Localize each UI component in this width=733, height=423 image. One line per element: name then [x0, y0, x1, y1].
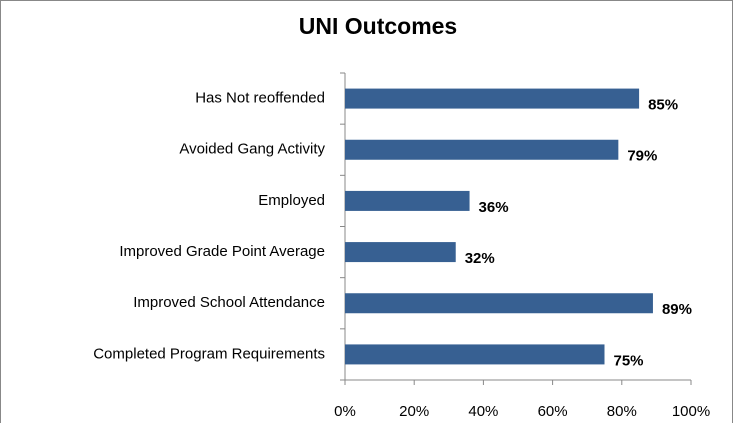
bar	[345, 293, 653, 314]
bar	[345, 242, 456, 263]
y-tick-label: Has Not reoffended	[195, 90, 325, 107]
bar	[345, 88, 640, 109]
bar	[345, 190, 470, 211]
y-tick-label: Completed Program Requirements	[93, 345, 325, 362]
value-label: 89%	[662, 301, 692, 318]
x-tick-label: 100%	[672, 403, 710, 420]
x-tick-label: 20%	[399, 403, 429, 420]
bar	[345, 139, 619, 160]
x-tick-label: 80%	[607, 403, 637, 420]
x-tick-label: 40%	[468, 403, 498, 420]
value-label: 32%	[465, 250, 495, 267]
y-tick-label: Avoided Gang Activity	[179, 141, 325, 158]
x-tick-label: 0%	[334, 403, 356, 420]
value-label: 36%	[479, 199, 509, 216]
y-tick-label: Improved Grade Point Average	[119, 243, 325, 260]
bar	[345, 344, 605, 365]
chart-title: UNI Outcomes	[299, 13, 457, 39]
value-label: 85%	[648, 97, 678, 114]
y-tick-label: Employed	[258, 192, 325, 209]
value-label: 79%	[627, 148, 657, 165]
value-label: 75%	[614, 352, 644, 369]
y-tick-label: Improved School Attendance	[133, 294, 325, 311]
x-tick-label: 60%	[538, 403, 568, 420]
